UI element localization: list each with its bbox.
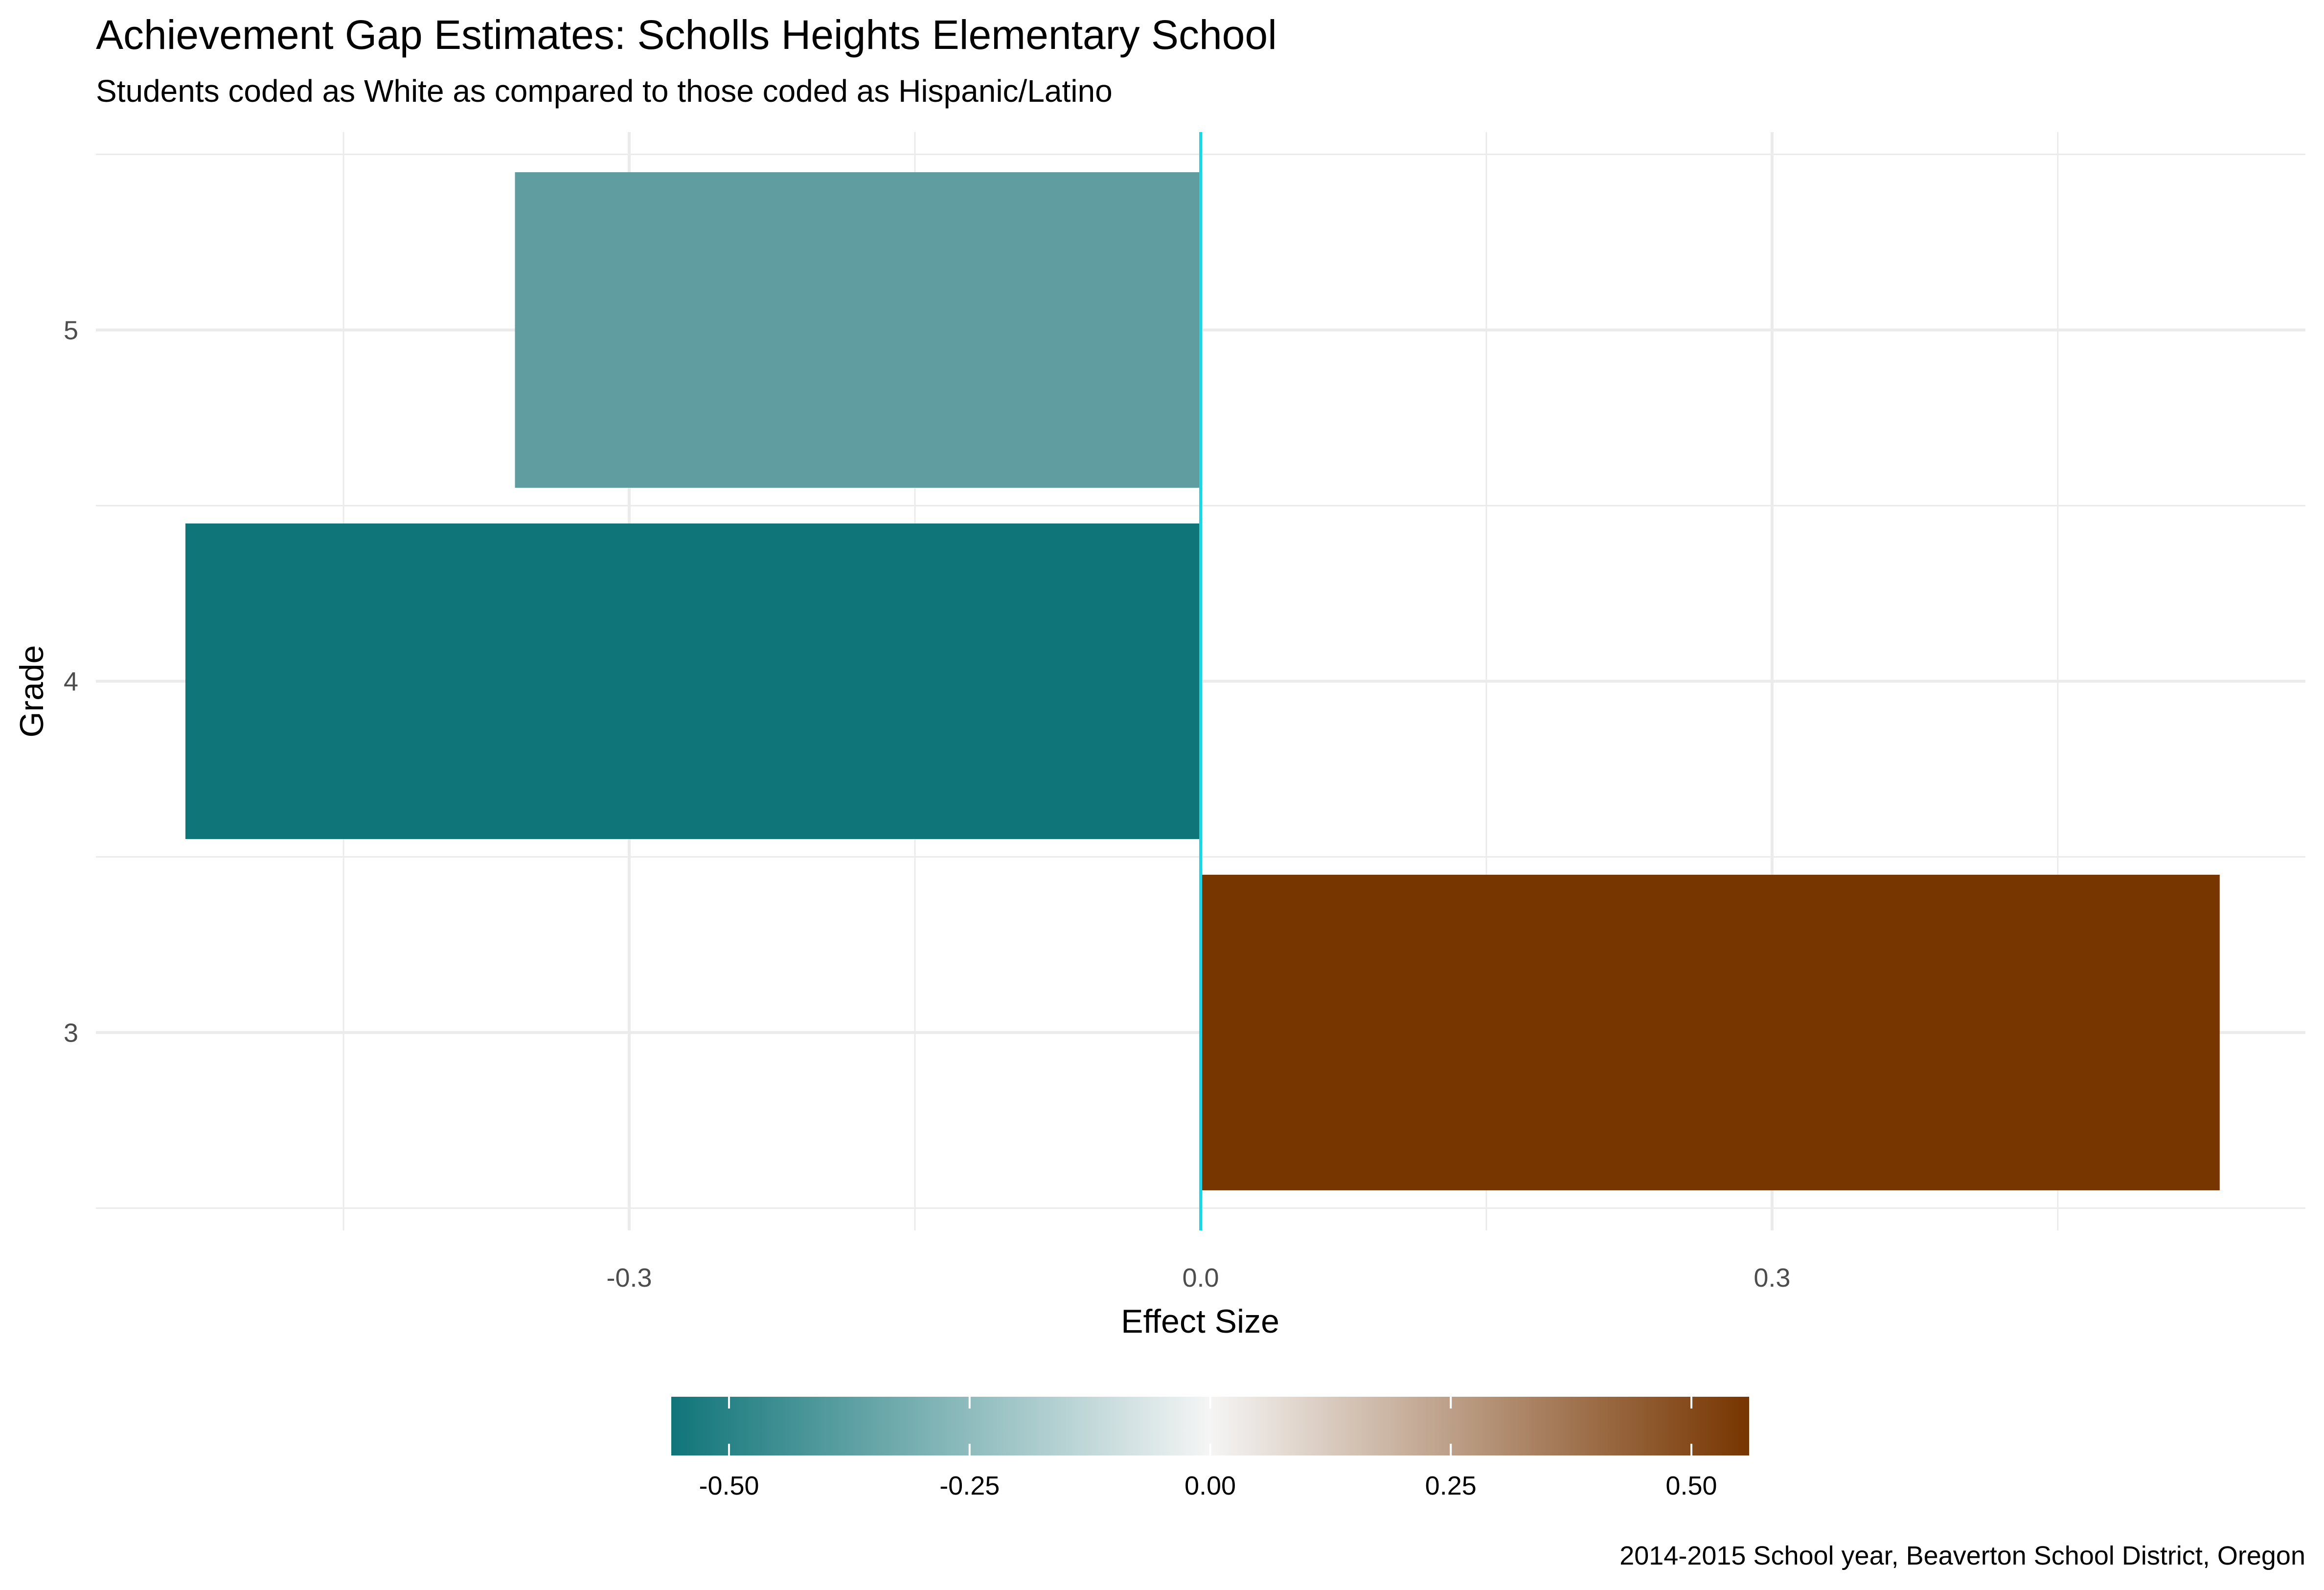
colorbar-tick-label: -0.25 [939, 1471, 1000, 1500]
colorbar-tick-label: 0.00 [1185, 1471, 1236, 1500]
bar-grade-3 [1201, 875, 2220, 1190]
y-axis-title: Grade [13, 645, 50, 738]
x-tick-label: 0.0 [1182, 1263, 1219, 1293]
chart-title: Achievement Gap Estimates: Scholls Heigh… [96, 12, 1277, 58]
colorbar-tick-label: -0.50 [699, 1471, 759, 1500]
x-tick-label: 0.3 [1754, 1263, 1790, 1293]
bar-grade-4 [185, 523, 1201, 839]
colorbar-ticks: -0.50 -0.25 0.00 0.25 0.50 [699, 1397, 1717, 1500]
bars [185, 172, 2220, 1190]
color-legend: -0.50 -0.25 0.00 0.25 0.50 [671, 1397, 1749, 1500]
bar-grade-5 [515, 172, 1201, 488]
colorbar-tick-label: 0.25 [1425, 1471, 1477, 1500]
x-axis-ticks: -0.3 0.0 0.3 [607, 1263, 1791, 1293]
chart-caption: 2014-2015 School year, Beaverton School … [1619, 1541, 2305, 1570]
y-axis-ticks: 3 4 5 [64, 316, 78, 1048]
chart-subtitle: Students coded as White as compared to t… [96, 73, 1113, 109]
y-tick-label: 3 [64, 1019, 78, 1048]
x-axis-title: Effect Size [1121, 1303, 1279, 1340]
colorbar-tick-label: 0.50 [1665, 1471, 1717, 1500]
y-tick-label: 5 [64, 316, 78, 345]
x-tick-label: -0.3 [607, 1263, 652, 1293]
y-tick-label: 4 [64, 667, 78, 697]
